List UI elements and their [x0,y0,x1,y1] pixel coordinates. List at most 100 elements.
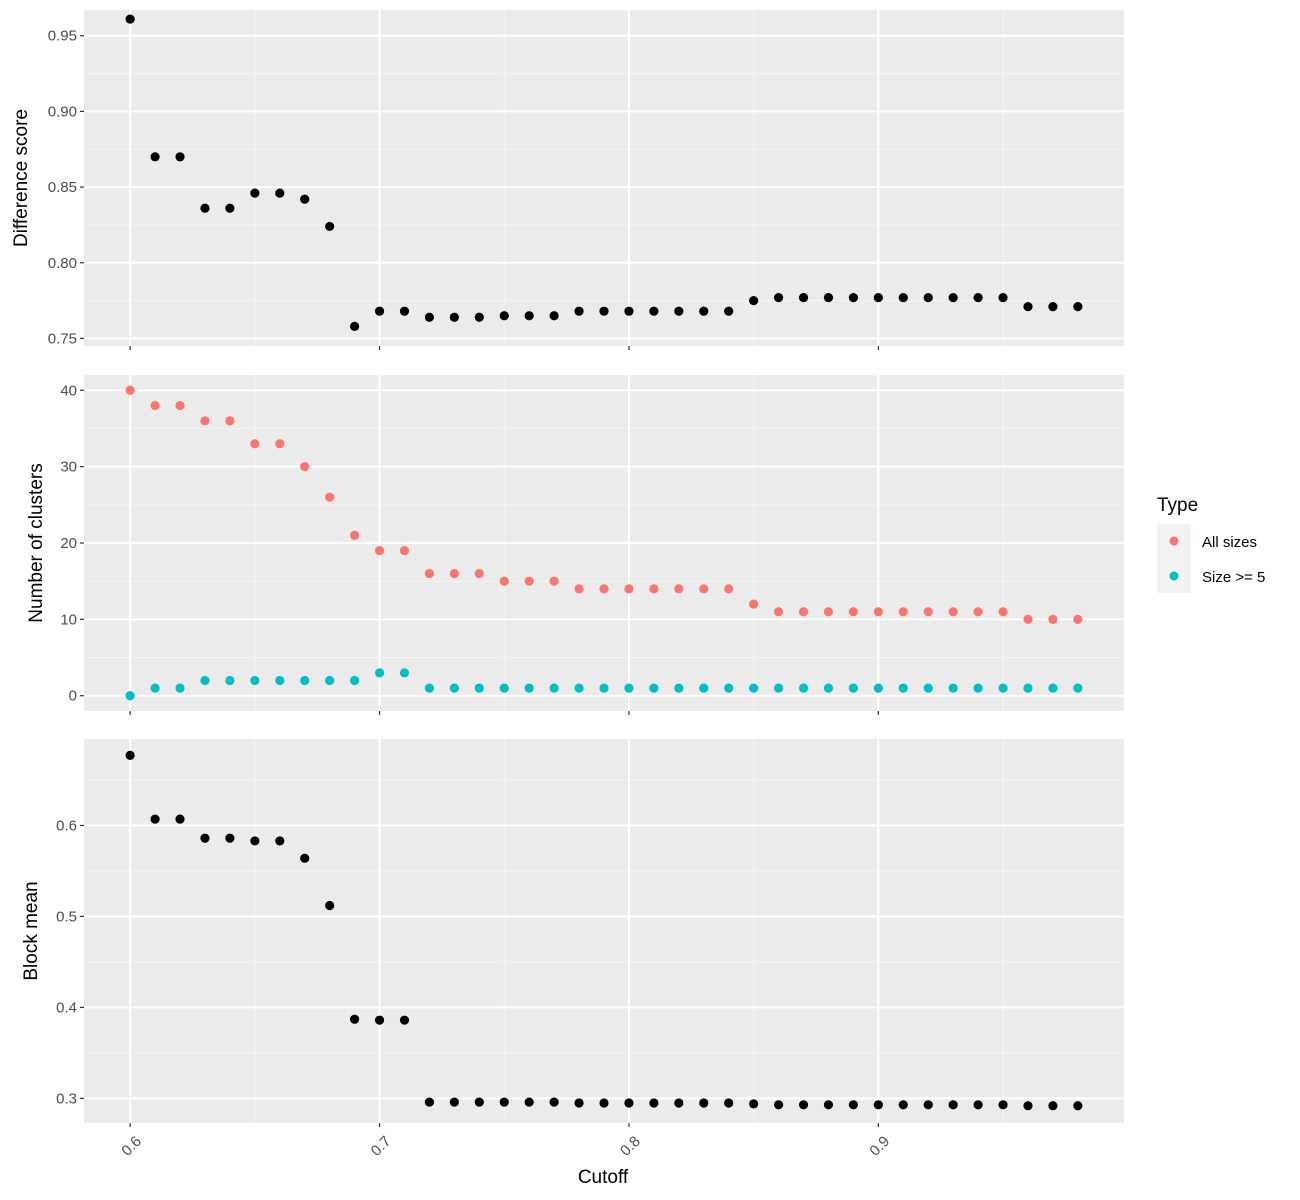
data-point [699,306,709,316]
data-point [300,462,310,472]
data-point [724,306,734,316]
y-tick-label: 0.85 [48,179,77,196]
data-point [873,683,883,693]
y-tick-label: 30 [60,459,77,476]
y-tick-label: 0.95 [48,28,77,45]
data-point [624,683,634,693]
data-point [823,607,834,617]
data-point [175,683,185,693]
legend-key-all-sizes [1169,536,1179,546]
data-point [973,292,983,303]
data-point [524,1097,534,1107]
data-point [549,311,559,321]
data-point [873,607,883,617]
data-point [649,1098,659,1108]
data-point [349,675,360,686]
data-point [499,576,509,586]
y-tick-label: 0.4 [56,999,77,1016]
data-point [848,607,859,617]
data-point [524,683,534,693]
data-point [549,683,559,693]
data-point [773,607,784,617]
data-point [1073,683,1083,693]
legend-key-background [1157,524,1191,593]
data-point [724,1098,734,1108]
data-point [175,814,185,824]
y-tick-label: 0.6 [56,817,77,834]
series-1 [125,750,1083,1111]
data-point [399,668,410,678]
y-tick-label: 0.3 [56,1090,77,1107]
data-point [923,292,933,303]
data-point [349,530,360,540]
data-point [325,675,335,686]
data-point [125,750,135,760]
data-point [399,546,410,556]
data-point [848,683,859,693]
data-point [424,312,435,322]
data-point [948,607,958,617]
data-point [474,683,484,693]
data-point [325,221,335,232]
data-point [823,292,834,303]
data-point [449,568,459,579]
y-tick-label: 20 [60,535,77,552]
data-point [948,292,958,303]
data-point [275,675,285,686]
data-point [574,584,584,594]
data-point [200,675,210,686]
data-point [823,1100,834,1110]
data-point [674,306,684,316]
data-point [250,439,260,449]
data-point [225,675,235,686]
legend-label-size-ge-5: Size >= 5 [1202,569,1265,586]
data-point [923,683,933,693]
data-point [399,1015,410,1025]
x-tick-label: 0.7 [368,1133,395,1160]
panel-background [84,10,1124,346]
data-point [798,607,809,617]
data-point [699,1098,709,1108]
y-tick-label: 40 [60,382,77,399]
legend-key-size-ge-5 [1169,571,1179,581]
data-point [499,311,509,321]
data-point [150,683,160,693]
x-axis: 0.6 0.7 0.8 0.9 [118,1133,893,1160]
data-point [399,306,410,316]
data-point [898,292,908,303]
data-point [325,900,335,911]
data-point [349,1014,360,1024]
data-point [574,683,584,693]
data-point [374,668,385,678]
data-point [624,306,634,316]
data-point [599,584,609,594]
data-point [300,675,310,686]
data-point [524,576,534,586]
data-point [1048,614,1058,624]
data-point [150,400,160,411]
panel-2: 0 10 20 30 40 Number of clusters [26,375,1124,715]
data-point [250,836,260,846]
data-point [948,683,958,693]
data-point [749,1099,759,1109]
data-point [374,546,385,556]
data-point [898,683,908,693]
data-point [225,833,235,843]
series-1 [125,14,1083,331]
data-point [449,312,459,322]
y-axis-title: Block mean [21,881,42,980]
data-point [175,152,185,162]
data-point [599,306,609,316]
data-point [449,1097,459,1107]
data-point [798,1100,809,1110]
data-point [873,292,883,303]
data-point [848,292,859,303]
data-point [200,833,210,843]
data-point [798,292,809,303]
series-1 [125,385,1083,624]
data-point [424,568,435,579]
data-point [749,599,759,609]
data-point [325,492,335,502]
data-point [125,14,135,24]
data-point [250,675,260,686]
